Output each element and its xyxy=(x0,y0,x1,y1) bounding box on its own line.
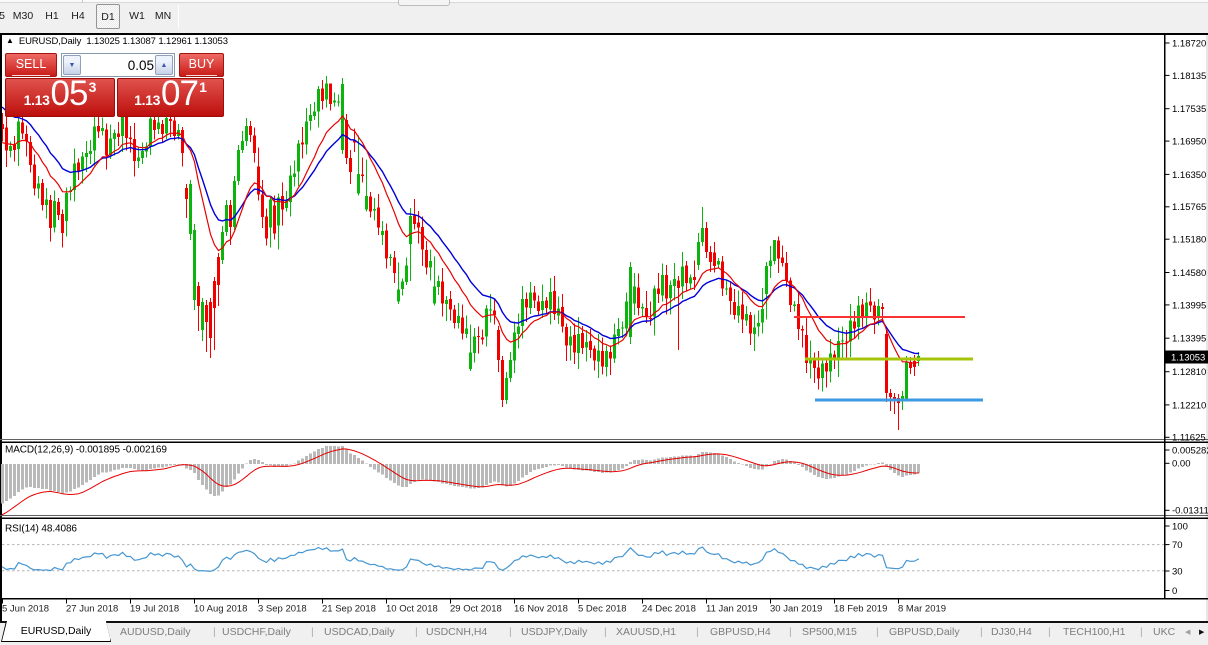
svg-text:0: 0 xyxy=(1172,586,1177,597)
svg-text:1.15765: 1.15765 xyxy=(1172,202,1206,213)
svg-text:3 Sep 2018: 3 Sep 2018 xyxy=(258,604,307,615)
svg-text:8 Mar 2019: 8 Mar 2019 xyxy=(898,604,946,615)
svg-text:5 Jun 2018: 5 Jun 2018 xyxy=(2,604,49,615)
svg-text:1.13053: 1.13053 xyxy=(1171,353,1205,364)
svg-text:10 Oct 2018: 10 Oct 2018 xyxy=(386,604,438,615)
svg-text:1.16350: 1.16350 xyxy=(1172,170,1206,181)
svg-text:30: 30 xyxy=(1172,566,1183,577)
svg-text:0.005282: 0.005282 xyxy=(1172,445,1208,456)
svg-text:1.18135: 1.18135 xyxy=(1172,71,1206,82)
svg-text:30 Jan 2019: 30 Jan 2019 xyxy=(770,604,822,615)
svg-text:16 Nov 2018: 16 Nov 2018 xyxy=(514,604,568,615)
svg-text:1.12810: 1.12810 xyxy=(1172,367,1206,378)
svg-text:24 Dec 2018: 24 Dec 2018 xyxy=(642,604,696,615)
svg-text:19 Jul 2018: 19 Jul 2018 xyxy=(130,604,179,615)
svg-text:18 Feb 2019: 18 Feb 2019 xyxy=(834,604,887,615)
svg-text:100: 100 xyxy=(1172,521,1188,532)
svg-text:1.13395: 1.13395 xyxy=(1172,334,1206,345)
svg-text:27 Jun 2018: 27 Jun 2018 xyxy=(66,604,118,615)
svg-text:-0.013111: -0.013111 xyxy=(1172,506,1208,517)
svg-text:11 Jan 2019: 11 Jan 2019 xyxy=(706,604,758,615)
svg-text:29 Oct 2018: 29 Oct 2018 xyxy=(450,604,502,615)
svg-text:1.14580: 1.14580 xyxy=(1172,268,1206,279)
svg-text:1.15180: 1.15180 xyxy=(1172,235,1206,246)
svg-text:RSI(14) 48.4086: RSI(14) 48.4086 xyxy=(5,524,77,535)
svg-text:1.16950: 1.16950 xyxy=(1172,137,1206,148)
svg-text:70: 70 xyxy=(1172,540,1183,551)
svg-text:1.13995: 1.13995 xyxy=(1172,300,1206,311)
svg-text:1.17535: 1.17535 xyxy=(1172,104,1206,115)
svg-text:21 Sep 2018: 21 Sep 2018 xyxy=(322,604,376,615)
svg-text:MACD(12,26,9) -0.001895 -0.002: MACD(12,26,9) -0.001895 -0.002169 xyxy=(5,445,167,456)
svg-text:1.11625: 1.11625 xyxy=(1172,433,1206,444)
svg-text:5 Dec 2018: 5 Dec 2018 xyxy=(578,604,627,615)
svg-text:0.00: 0.00 xyxy=(1172,459,1191,470)
svg-text:10 Aug 2018: 10 Aug 2018 xyxy=(194,604,247,615)
svg-text:1.12210: 1.12210 xyxy=(1172,400,1206,411)
svg-text:1.18720: 1.18720 xyxy=(1172,38,1206,49)
